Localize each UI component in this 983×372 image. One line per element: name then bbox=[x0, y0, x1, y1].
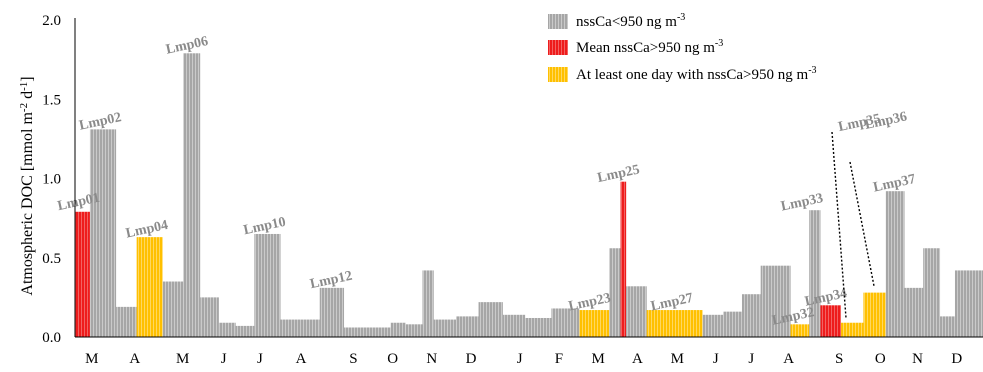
legend-label-0: nssCa<950 ng m-3 bbox=[576, 12, 685, 30]
bar-sample-38 bbox=[923, 248, 941, 337]
lmp36-leader-line bbox=[849, 161, 875, 287]
bar-sample-23 bbox=[609, 248, 621, 337]
x-tick-label: D bbox=[466, 351, 477, 367]
bar-sample-2 bbox=[116, 306, 137, 337]
bar-lmp25 bbox=[620, 181, 627, 337]
x-tick-label: M bbox=[85, 351, 98, 367]
legend-swatch-1 bbox=[548, 40, 568, 55]
bar-sample-20 bbox=[525, 317, 552, 337]
bar-sample-15 bbox=[422, 270, 434, 337]
x-tick-label: M bbox=[176, 351, 189, 367]
bar-sample-30 bbox=[760, 265, 791, 337]
bar-lmp32 bbox=[790, 324, 810, 337]
bar-sample-27 bbox=[702, 314, 724, 337]
x-tick-label: A bbox=[129, 351, 140, 367]
bar-sample-39 bbox=[940, 316, 955, 337]
y-tick-labels: 0.0 0.5 1.0 1.5 2.0 bbox=[42, 13, 61, 346]
x-tick-label: A bbox=[783, 351, 794, 367]
bar-sample-8 bbox=[235, 325, 255, 337]
legend-swatch-0 bbox=[548, 14, 568, 29]
bar-sample-18 bbox=[478, 302, 503, 337]
bar-sample-7 bbox=[218, 322, 236, 337]
bar-sample-10 bbox=[280, 319, 320, 337]
x-tick-label: J bbox=[713, 351, 719, 367]
bar-sample-28 bbox=[723, 311, 742, 337]
x-tick-label: D bbox=[951, 351, 962, 367]
x-tick-label: J bbox=[221, 351, 227, 367]
x-tick-label: O bbox=[875, 351, 886, 367]
legend-swatch-2 bbox=[548, 67, 568, 82]
bars-group bbox=[75, 53, 983, 337]
bar-lmp34 bbox=[820, 305, 842, 337]
x-tick-label: N bbox=[426, 351, 437, 367]
x-tick-label: N bbox=[912, 351, 923, 367]
x-tick-label: S bbox=[835, 351, 843, 367]
y-tick-label: 0.0 bbox=[42, 330, 61, 346]
legend-label-1: Mean nssCa>950 ng m-3 bbox=[576, 38, 723, 56]
bar-sample-40 bbox=[954, 270, 983, 337]
y-axis-label: Atmospheric DOC [mmol m-2 d-1] bbox=[18, 76, 36, 295]
x-tick-label: O bbox=[387, 351, 398, 367]
x-tick-label: J bbox=[748, 351, 754, 367]
bar-lmp04 bbox=[136, 237, 163, 337]
y-tick-label: 0.5 bbox=[42, 251, 61, 267]
legend-label-2: At least one day with nssCa>950 ng m-3 bbox=[576, 65, 817, 83]
y-tick-label: 2.0 bbox=[42, 13, 61, 29]
x-tick-label: A bbox=[296, 351, 307, 367]
bar-sample-19 bbox=[502, 314, 526, 337]
y-tick-label: 1.0 bbox=[42, 172, 61, 188]
bar-sample-37 bbox=[904, 287, 924, 337]
bar-lmp33 bbox=[809, 210, 821, 337]
bar-lmp12 bbox=[319, 287, 345, 337]
x-tick-label: A bbox=[632, 351, 643, 367]
bar-sample-12 bbox=[344, 327, 391, 337]
x-tick-label: J bbox=[257, 351, 263, 367]
bar-sample-17 bbox=[456, 316, 479, 337]
bar-sample-25 bbox=[626, 286, 647, 337]
bar-sample-29 bbox=[741, 294, 761, 337]
bar-sample-14 bbox=[405, 324, 423, 337]
bar-sample-4 bbox=[162, 281, 184, 337]
x-tick-labels: MAMJJASONDJFMAMJJASONDJFM bbox=[85, 351, 962, 367]
bar-lmp23 bbox=[579, 310, 610, 337]
bar-lmp10 bbox=[254, 233, 281, 337]
legend: nssCa<950 ng m-3 Mean nssCa>950 ng m-3 At … bbox=[548, 12, 817, 83]
x-tick-label: J bbox=[517, 351, 523, 367]
bar-sample-16 bbox=[433, 319, 457, 337]
x-tick-label: S bbox=[349, 351, 357, 367]
x-tick-label: M bbox=[591, 351, 604, 367]
bar-lmp06 bbox=[183, 53, 201, 337]
bar-lmp37 bbox=[885, 191, 905, 337]
bar-lmp35 bbox=[841, 322, 864, 337]
bar-sample-6 bbox=[200, 297, 219, 337]
x-tick-label: F bbox=[555, 351, 563, 367]
bar-lmp27 bbox=[646, 310, 703, 337]
bar-lmp36 bbox=[863, 292, 886, 337]
y-tick-label: 1.5 bbox=[42, 92, 61, 108]
sample-label-lmp25: Lmp25 bbox=[596, 162, 641, 186]
bar-sample-13 bbox=[390, 322, 406, 337]
bar-sample-21 bbox=[551, 308, 580, 337]
x-tick-label: M bbox=[671, 351, 684, 367]
bar-lmp02 bbox=[89, 129, 117, 337]
lmp35-leader-line bbox=[831, 131, 847, 319]
bar-lmp01 bbox=[75, 211, 90, 337]
